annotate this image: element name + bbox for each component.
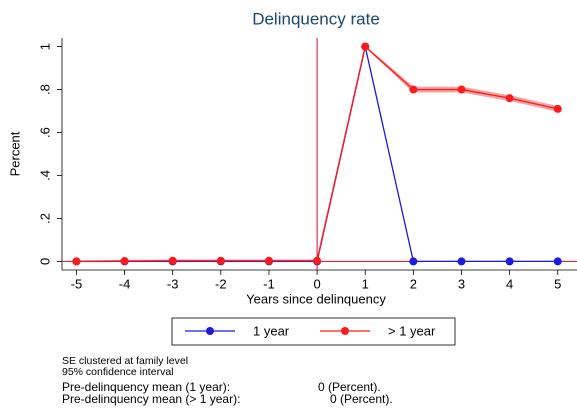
marker: [216, 256, 225, 265]
mean-value: 0 (Percent).: [318, 380, 381, 394]
marker: [457, 257, 466, 266]
marker: [553, 257, 562, 266]
y-tick-label: .2: [37, 213, 52, 224]
marker: [553, 104, 562, 113]
mean-label: Pre-delinquency mean (1 year):: [62, 380, 230, 394]
x-tick-label: -5: [71, 276, 83, 291]
x-tick-label: 4: [506, 276, 513, 291]
y-tick-label: .4: [37, 170, 52, 181]
marker: [72, 257, 81, 266]
y-tick-label: .6: [37, 127, 52, 138]
marker: [361, 42, 370, 51]
legend-marker: [341, 327, 349, 335]
x-axis-title: Years since delinquency: [246, 291, 386, 306]
marker: [409, 85, 418, 94]
x-tick-label: -1: [263, 276, 275, 291]
chart-title: Delinquency rate: [252, 9, 380, 28]
x-tick-label: -3: [167, 276, 179, 291]
legend-label: 1 year: [253, 323, 290, 338]
marker: [409, 257, 418, 266]
legend-box: [171, 317, 456, 346]
note: SE clustered at family level: [62, 355, 188, 367]
y-tick-label: 1: [37, 43, 52, 50]
x-tick-label: 1: [362, 276, 369, 291]
x-tick-label: 3: [458, 276, 465, 291]
marker: [505, 94, 514, 103]
marker: [313, 256, 322, 265]
mean-label: Pre-delinquency mean (> 1 year):: [62, 392, 240, 406]
x-tick-label: 0: [313, 276, 320, 291]
marker: [120, 256, 129, 265]
marker: [505, 257, 514, 266]
legend-label: > 1 year: [388, 323, 436, 338]
x-tick-label: -2: [215, 276, 227, 291]
y-axis-title: Percent: [7, 131, 22, 176]
marker: [168, 256, 177, 265]
note: 95% confidence interval: [62, 366, 174, 378]
marker: [264, 256, 273, 265]
mean-value: 0 (Percent).: [330, 392, 393, 406]
y-tick-label: .8: [37, 84, 52, 95]
legend-marker: [206, 327, 214, 335]
x-tick-label: -4: [119, 276, 131, 291]
x-tick-label: 2: [410, 276, 417, 291]
y-tick-label: 0: [37, 258, 52, 265]
x-tick-label: 5: [554, 276, 561, 291]
marker: [457, 85, 466, 94]
